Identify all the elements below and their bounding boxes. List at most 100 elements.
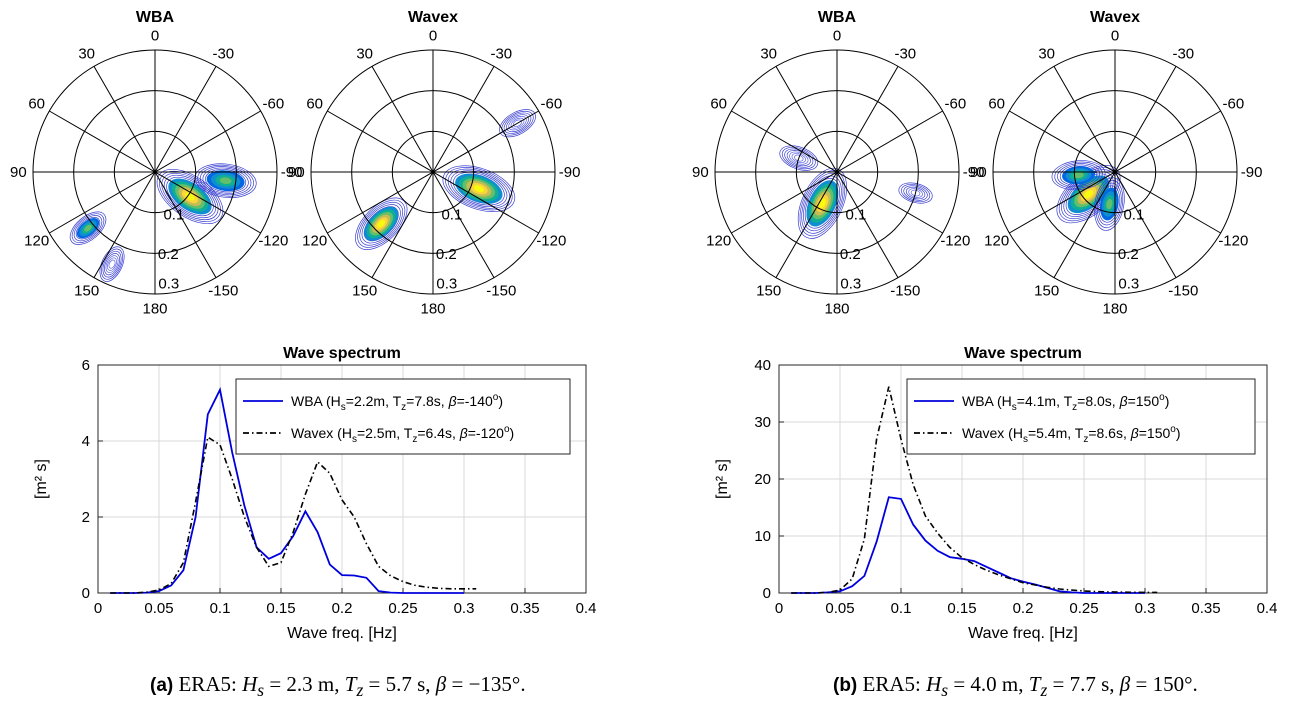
x-axis-label: Wave freq. [Hz]: [968, 625, 1078, 642]
x-tick-label: 0.1: [891, 600, 912, 617]
contour-line: [442, 165, 516, 212]
x-tick-label: 0.2: [332, 600, 353, 617]
polar-plot-a-wba: 180 150 120 90 60 30 0 -30 -60 -90 -120 -150 0.1 0.2 0…: [10, 9, 302, 318]
figure-svg: 1801501209060300-30-60-90-120-1500.10.20…: [10, 9, 1278, 642]
angle-tick-label: 60: [28, 96, 45, 113]
angle-tick-label: 90: [970, 164, 987, 181]
y-axis-label: [m² s]: [33, 459, 50, 499]
angle-tick-label: 0: [1111, 27, 1119, 44]
contour-line: [359, 201, 404, 246]
angle-tick-label: -30: [212, 46, 234, 63]
series-line-wba: [791, 496, 1145, 594]
polar-axes: 180 150 120 90 60 30 0 -30 -60 -90 -120 -150 0.1 0.2 0…: [10, 27, 302, 317]
contour-line: [898, 182, 933, 204]
contour-line: [453, 171, 505, 206]
y-tick-label: 2: [82, 509, 90, 526]
x-tick-label: 0.15: [266, 600, 295, 617]
contour-line: [99, 246, 125, 282]
x-tick-label: 0.3: [454, 600, 475, 617]
contour-fill: [473, 185, 485, 193]
contour-line: [105, 255, 119, 274]
polar-axes: 180 150 120 90 60 30 0 -30 -60 -90 -120 -150 0.1 0.2 0…: [692, 27, 984, 317]
polar-title: Wavex: [408, 9, 458, 26]
angle-tick-label: -150: [208, 282, 238, 299]
angle-tick-label: 30: [356, 46, 373, 63]
legend-entry-wavex: Wavex (Hs=5.4m, Tz=8.6s, β=150o): [962, 424, 1181, 445]
legend: WBA (Hs=4.1m, Tz=8.0s, β=150o) Wavex (Hs=…: [906, 378, 1256, 455]
x-tick-label: 0.05: [144, 600, 173, 617]
radial-tick-label: 0.1: [163, 206, 184, 223]
contour-line: [102, 250, 122, 278]
angle-tick-label: 0: [429, 27, 437, 44]
y-tick-label: 10: [754, 528, 771, 545]
angle-tick-label: -150: [890, 282, 920, 299]
x-tick-label: 0.25: [388, 600, 417, 617]
angle-tick-label: -90: [281, 164, 303, 181]
angle-tick-label: -120: [536, 232, 566, 249]
angle-tick-label: 150: [756, 282, 781, 299]
radial-tick-label: 0.2: [158, 246, 179, 263]
contour-line: [1094, 177, 1125, 231]
series-line-wavex: [110, 435, 477, 594]
contour-layer: [779, 145, 933, 239]
polar-spoke: [371, 66, 495, 278]
angle-tick-label: -60: [540, 96, 562, 113]
x-tick-label: 0.35: [1191, 600, 1220, 617]
angle-tick-label: -150: [1168, 282, 1198, 299]
polar-title: Wavex: [1090, 9, 1140, 26]
angle-tick-label: -120: [940, 232, 970, 249]
polar-plot-b-wavex: 180 150 120 90 60 30 0 -30 -60 -90 -120 -150 0.1 0.2 0…: [970, 9, 1262, 318]
y-tick-label: 0: [82, 585, 90, 602]
polar-axes: 180 150 120 90 60 30 0 -30 -60 -90 -120 -150 0.1 0.2 0…: [288, 27, 580, 317]
caption-b: (b) ERA5: Hs = 4.0 m, Tz = 7.7 s, β = 15…: [833, 672, 1198, 701]
radial-tick-label: 0.1: [1123, 206, 1144, 223]
angle-tick-label: 60: [710, 96, 727, 113]
angle-tick-label: 30: [78, 46, 95, 63]
contour-fill: [1073, 172, 1084, 179]
contour-line: [107, 257, 117, 271]
x-tick-label: 0.3: [1135, 600, 1156, 617]
radial-tick-label: 0.3: [158, 275, 179, 292]
line-chart-title: Wave spectrum: [283, 345, 401, 362]
angle-tick-label: 60: [988, 96, 1005, 113]
angle-tick-label: 120: [24, 232, 49, 249]
contour-peak: [69, 211, 107, 245]
legend-entry-wba: WBA (Hs=4.1m, Tz=8.0s, β=150o): [962, 392, 1169, 413]
contour-line: [199, 166, 252, 196]
polar-spoke: [775, 66, 899, 278]
radial-tick-label: 0.2: [840, 246, 861, 263]
line-chart-title: Wave spectrum: [964, 345, 1082, 362]
angle-tick-label: 90: [288, 164, 305, 181]
radial-tick-label: 0.2: [436, 246, 457, 263]
angle-tick-label: 60: [306, 96, 323, 113]
legend-entry-wba: WBA (Hs=2.2m, Tz=7.8s, β=-140o): [291, 392, 503, 413]
angle-tick-label: 120: [302, 232, 327, 249]
contour-line: [69, 211, 107, 245]
radial-tick-label: 0.3: [1118, 275, 1139, 292]
angle-tick-label: -30: [490, 46, 512, 63]
contour-line: [161, 172, 219, 221]
contour-line: [1057, 163, 1101, 188]
y-tick-label: 40: [754, 357, 771, 374]
polar-plot-a-wavex: 180 150 120 90 60 30 0 -30 -60 -90 -120 -150 0.1 0.2 0…: [288, 9, 580, 318]
angle-tick-label: -120: [1218, 232, 1248, 249]
angle-tick-label: -30: [1172, 46, 1194, 63]
angle-tick-label: -120: [258, 232, 288, 249]
radial-tick-label: 0.1: [441, 206, 462, 223]
angle-tick-label: 150: [1034, 282, 1059, 299]
contour-line: [361, 204, 401, 244]
contour-fill: [1106, 198, 1113, 210]
contour-line: [1098, 185, 1121, 223]
polar-axes: 180 150 120 90 60 30 0 -30 -60 -90 -120 -150 0.1 0.2 0…: [970, 27, 1262, 317]
angle-tick-label: -150: [486, 282, 516, 299]
contour-line: [205, 169, 247, 193]
x-tick-label: 0.4: [1257, 600, 1278, 617]
contour-peak: [797, 167, 847, 239]
angle-tick-label: 120: [706, 232, 731, 249]
contour-line: [779, 145, 819, 171]
x-tick-label: 0.2: [1013, 600, 1034, 617]
angle-tick-label: 150: [352, 282, 377, 299]
radial-tick-label: 0.3: [436, 275, 457, 292]
polar-spoke: [93, 66, 217, 278]
